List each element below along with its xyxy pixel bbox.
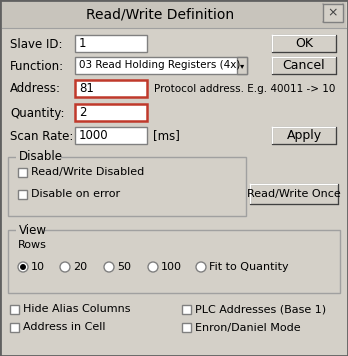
Bar (75, 35, 147, 52)
Text: 100: 100 (161, 262, 182, 272)
Text: Disable on error: Disable on error (31, 189, 120, 199)
Text: Read/Write Definition: Read/Write Definition (86, 8, 234, 22)
Bar (237, 57, 247, 74)
Text: Quantity:: Quantity: (10, 106, 64, 120)
Bar (182, 305, 191, 314)
Bar (16, 152, 61, 163)
Bar (75, 104, 147, 121)
Bar (250, 184, 338, 204)
Text: Slave ID:: Slave ID: (10, 37, 63, 51)
Bar (18, 168, 27, 177)
Text: ×: × (328, 6, 338, 20)
Bar (272, 35, 336, 52)
Circle shape (196, 262, 206, 272)
Bar (182, 323, 191, 332)
Text: 50: 50 (117, 262, 131, 272)
Text: PLC Addresses (Base 1): PLC Addresses (Base 1) (195, 304, 326, 314)
Circle shape (60, 262, 70, 272)
Text: Read/Write Disabled: Read/Write Disabled (31, 167, 144, 177)
Text: Function:: Function: (10, 59, 64, 73)
Bar (16, 225, 44, 236)
Text: 03 Read Holding Registers (4x): 03 Read Holding Registers (4x) (79, 61, 240, 70)
Text: 81: 81 (79, 82, 94, 95)
Text: Disable: Disable (19, 151, 63, 163)
Bar (75, 80, 147, 97)
Text: Protocol address. E.g. 40011 -> 10: Protocol address. E.g. 40011 -> 10 (154, 84, 335, 94)
Text: Apply: Apply (286, 129, 322, 142)
Text: Enron/Daniel Mode: Enron/Daniel Mode (195, 323, 301, 333)
Bar (75, 57, 247, 74)
Text: Read/Write Once: Read/Write Once (247, 189, 341, 199)
Text: Fit to Quantity: Fit to Quantity (209, 262, 288, 272)
Circle shape (148, 262, 158, 272)
Bar (10, 323, 19, 332)
Text: 1: 1 (79, 37, 87, 50)
Text: [ms]: [ms] (153, 130, 180, 142)
Circle shape (21, 265, 25, 269)
Text: 10: 10 (31, 262, 45, 272)
Bar (272, 127, 336, 144)
Bar (18, 190, 27, 199)
Text: Hide Alias Columns: Hide Alias Columns (23, 304, 130, 314)
Bar (272, 57, 336, 74)
Text: Address in Cell: Address in Cell (23, 323, 105, 333)
Text: Scan Rate:: Scan Rate: (10, 130, 73, 142)
Bar (323, 4, 343, 22)
Text: View: View (19, 224, 47, 236)
Circle shape (18, 262, 28, 272)
Text: 1000: 1000 (79, 129, 109, 142)
Text: Cancel: Cancel (283, 59, 325, 72)
Circle shape (104, 262, 114, 272)
Bar (8, 157, 246, 216)
Bar (75, 127, 147, 144)
Text: Address:: Address: (10, 83, 61, 95)
Text: OK: OK (295, 37, 313, 50)
Bar (2, 2, 346, 28)
Bar (10, 305, 19, 314)
Text: 2: 2 (79, 106, 87, 119)
Text: Rows: Rows (18, 240, 47, 250)
Text: 20: 20 (73, 262, 87, 272)
Bar (8, 230, 340, 293)
Text: ▾: ▾ (240, 61, 244, 70)
